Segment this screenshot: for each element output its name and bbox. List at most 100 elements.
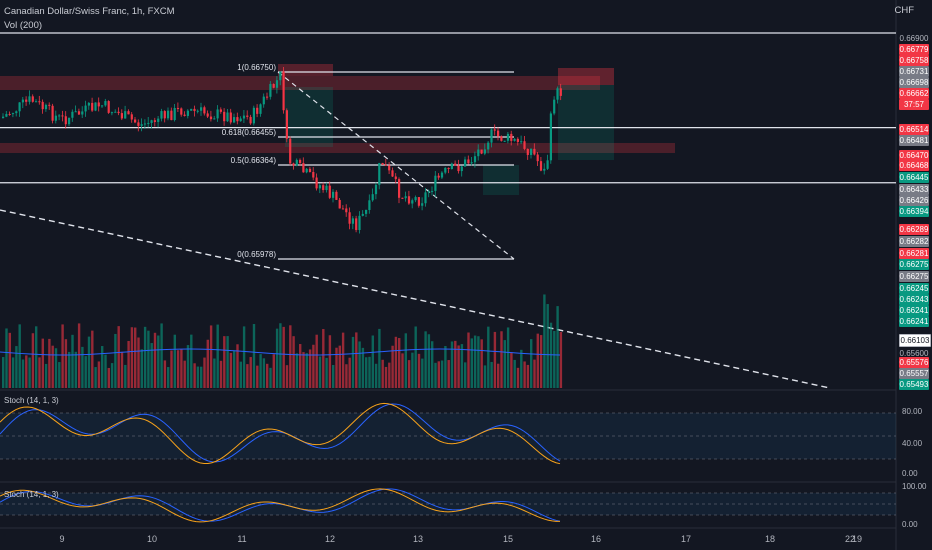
candle-body	[77, 111, 81, 115]
candle-body	[5, 114, 8, 117]
candle-body	[272, 83, 275, 88]
volume-bar	[493, 331, 497, 388]
candle-body	[97, 102, 100, 107]
candle-body	[543, 168, 546, 171]
volume-bar	[147, 330, 150, 388]
candle-body	[64, 116, 67, 125]
volume-bar	[58, 362, 61, 388]
price-label: 0.65600	[899, 349, 929, 358]
candle-body	[120, 113, 123, 119]
candle-body	[127, 111, 130, 115]
volume-bar	[480, 339, 483, 388]
price-label: 0.66779	[899, 44, 929, 55]
volume-bar	[61, 324, 64, 388]
candle-body	[249, 116, 252, 124]
volume-bar	[256, 365, 259, 388]
volume-bar	[35, 326, 38, 388]
candle-body	[58, 115, 61, 117]
volume-ma-line	[0, 348, 561, 356]
candle-body	[460, 166, 463, 172]
volume-bar	[543, 294, 546, 388]
volume-bar	[183, 360, 186, 388]
volume-bar	[18, 324, 21, 388]
candle-body	[233, 117, 236, 123]
candle-body	[520, 141, 523, 143]
price-label: 0.66245	[899, 283, 929, 294]
volume-bar	[355, 332, 358, 388]
candle-body	[124, 111, 127, 119]
x-axis-tick: 16	[591, 534, 601, 544]
volume-bar	[391, 345, 394, 388]
volume-bar	[134, 327, 137, 388]
price-label: 0.66243	[899, 294, 929, 305]
currency-label: CHF	[894, 5, 914, 16]
candle-body	[170, 110, 173, 121]
volume-bar	[143, 326, 147, 388]
candle-body	[269, 83, 272, 97]
volume-bar	[110, 363, 114, 388]
volume-bar	[381, 359, 384, 388]
candle-body	[256, 107, 259, 114]
volume-bar	[279, 323, 282, 388]
volume-bar	[510, 352, 513, 388]
candle-body	[153, 120, 156, 122]
volume-bar	[407, 360, 411, 388]
x-axis-tick: 15	[503, 534, 513, 544]
candle-body	[8, 114, 11, 116]
candle-body	[388, 165, 391, 171]
volume-bar	[464, 362, 467, 388]
volume-bar	[533, 359, 536, 388]
volume-bar	[338, 345, 341, 388]
candle-body	[378, 162, 381, 185]
fib-level-label: 0.618(0.66455)	[222, 128, 277, 137]
price-label: 0.66282	[899, 236, 929, 247]
volume-bar	[384, 366, 388, 388]
candle-body	[242, 115, 246, 119]
candle-body	[44, 104, 48, 110]
volume-bar	[236, 344, 239, 388]
volume-bar	[157, 335, 160, 388]
trend-line	[0, 209, 831, 389]
candle-body	[196, 110, 199, 112]
volume-bar	[130, 327, 134, 388]
volume-bar	[503, 340, 506, 388]
volume-bar	[48, 338, 51, 388]
volume-legend[interactable]: Vol (200)	[4, 20, 43, 31]
candle-body	[31, 96, 34, 102]
price-label: 0.66698	[899, 77, 929, 88]
volume-bar	[101, 346, 104, 388]
candle-body	[447, 167, 450, 170]
volume-bar	[163, 360, 167, 388]
volume-bar	[536, 333, 539, 388]
candle-body	[282, 71, 285, 111]
candle-body	[15, 111, 18, 114]
candle-body	[437, 175, 440, 178]
volume-bar	[289, 325, 292, 388]
candle-body	[134, 119, 137, 123]
volume-bar	[437, 361, 440, 388]
candle-body	[464, 159, 467, 167]
candle-body	[332, 191, 335, 198]
volume-bar	[137, 337, 140, 388]
candle-body	[365, 209, 368, 214]
volume-bar	[74, 351, 77, 388]
volume-bar	[371, 335, 374, 388]
volume-bar	[553, 330, 556, 388]
candle-body	[414, 197, 417, 201]
volume-bar	[209, 325, 213, 388]
x-axis-tick: 17	[681, 534, 691, 544]
volume-bar	[424, 331, 427, 388]
volume-bar	[107, 367, 110, 388]
volume-bar	[31, 333, 35, 388]
stoch-axis-label: 0.00	[902, 469, 918, 478]
candle-body	[398, 179, 401, 198]
price-label: 0.66481	[899, 135, 929, 146]
candle-body	[523, 141, 526, 149]
candle-body	[275, 80, 279, 88]
volume-bar	[549, 322, 553, 388]
volume-bar	[120, 351, 124, 388]
symbol-title[interactable]: Canadian Dollar/Swiss Franc, 1h, FXCM	[4, 6, 175, 17]
candle-body	[41, 101, 44, 110]
price-label: 0.66281	[899, 248, 929, 259]
